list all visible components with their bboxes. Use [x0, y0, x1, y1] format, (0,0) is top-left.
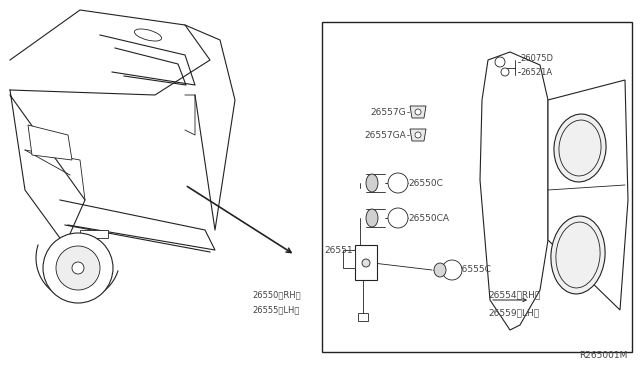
Circle shape [56, 246, 100, 290]
Text: 26555〈LH〉: 26555〈LH〉 [252, 305, 300, 314]
Circle shape [415, 109, 421, 115]
Polygon shape [28, 125, 72, 160]
Text: 26550CA: 26550CA [408, 214, 449, 222]
Text: 26550C: 26550C [408, 179, 443, 187]
Text: 26550〈RH〉: 26550〈RH〉 [252, 290, 301, 299]
Circle shape [72, 262, 84, 274]
Text: 26554〈RH〉: 26554〈RH〉 [488, 290, 540, 299]
Bar [343, 250, 355, 268]
Ellipse shape [556, 222, 600, 288]
Text: 26557GA: 26557GA [364, 131, 406, 140]
Circle shape [362, 259, 370, 267]
Circle shape [495, 57, 505, 67]
Text: 26557G: 26557G [371, 108, 406, 116]
Polygon shape [410, 106, 426, 118]
Bar [322, 22, 632, 352]
Text: 26559〈LH〉: 26559〈LH〉 [488, 308, 539, 317]
Text: 26551: 26551 [324, 246, 353, 254]
Circle shape [388, 173, 408, 193]
Circle shape [415, 132, 421, 138]
Polygon shape [410, 129, 426, 141]
Circle shape [388, 208, 408, 228]
Text: 26075D: 26075D [520, 54, 553, 62]
Ellipse shape [434, 263, 446, 277]
Text: 26555C: 26555C [456, 266, 491, 275]
Bar [355, 245, 377, 280]
Ellipse shape [554, 114, 606, 182]
Bar [80, 230, 108, 238]
Bar [358, 313, 368, 321]
Ellipse shape [559, 120, 601, 176]
Circle shape [501, 68, 509, 76]
Ellipse shape [551, 216, 605, 294]
Text: R265001M: R265001M [580, 351, 628, 360]
Ellipse shape [366, 209, 378, 227]
Ellipse shape [366, 174, 378, 192]
Polygon shape [480, 52, 548, 330]
Circle shape [442, 260, 462, 280]
Polygon shape [548, 80, 628, 310]
Text: 26521A: 26521A [520, 67, 552, 77]
Circle shape [43, 233, 113, 303]
Ellipse shape [134, 29, 161, 41]
